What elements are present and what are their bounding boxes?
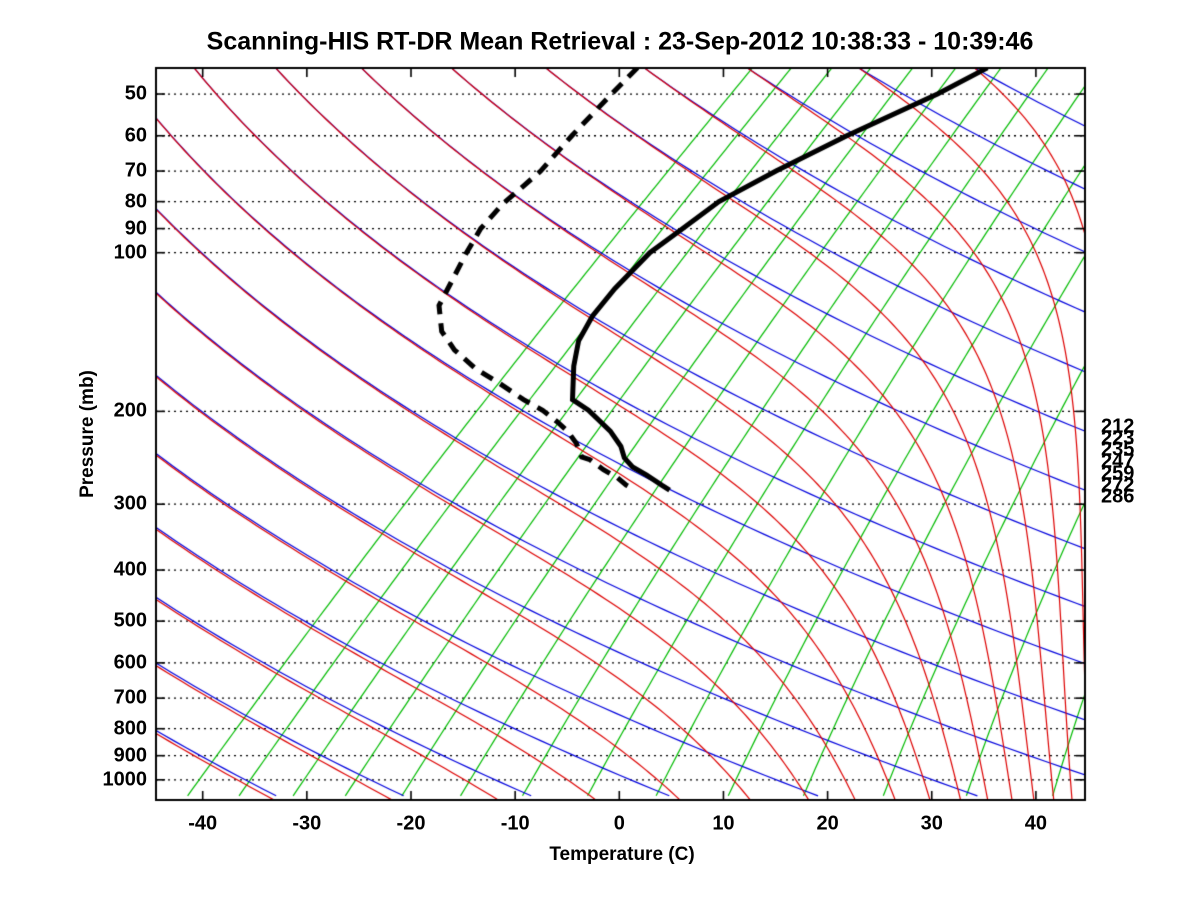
theta-label: 235 (1101, 438, 1135, 461)
temperature-tick-label: -20 (396, 812, 426, 835)
pressure-tick-label: 100 (113, 241, 147, 264)
theta-label: 286 (1101, 485, 1135, 508)
temperature-tick-label: 0 (613, 812, 625, 835)
pressure-tick-label: 60 (124, 124, 147, 147)
pressure-tick-label: 200 (113, 399, 147, 422)
theta-label: 272 (1101, 474, 1135, 496)
pressure-tick-label: 800 (113, 717, 147, 740)
temperature-tick-label: -40 (188, 812, 218, 835)
pressure-tick-label: 500 (113, 609, 147, 632)
pressure-tick-label: 300 (113, 492, 147, 515)
pressure-tick-label: 1000 (102, 768, 148, 791)
pressure-tick-label: 90 (124, 217, 147, 240)
pressure-tick-label: 700 (113, 686, 147, 709)
temperature-tick-label: -10 (500, 812, 530, 835)
temperature-tick-label: 10 (712, 812, 735, 835)
pressure-tick-label: 70 (124, 159, 147, 182)
chart-title: Scanning-HIS RT-DR Mean Retrieval : 23-S… (206, 27, 1034, 56)
temperature-tick-label: -30 (292, 812, 322, 835)
temperature-tick-label: 20 (816, 812, 839, 835)
temperature-tick-label: 40 (1024, 812, 1048, 835)
theta-label: 223 (1101, 427, 1135, 450)
theta-label: 259 (1101, 462, 1135, 485)
y-axis-title: Pressure (mb) (77, 370, 98, 498)
theta-label: 247 (1101, 450, 1135, 473)
x-axis-title: Temperature (C) (549, 844, 695, 865)
temperature-tick-label: 30 (920, 812, 943, 835)
pressure-tick-label: 50 (124, 82, 147, 105)
pressure-tick-label: 80 (124, 190, 147, 213)
pressure-tick-label: 400 (113, 558, 147, 581)
pressure-tick-label: 900 (113, 744, 147, 767)
theta-label: 212 (1101, 415, 1135, 438)
pressure-tick-label: 600 (113, 651, 147, 674)
